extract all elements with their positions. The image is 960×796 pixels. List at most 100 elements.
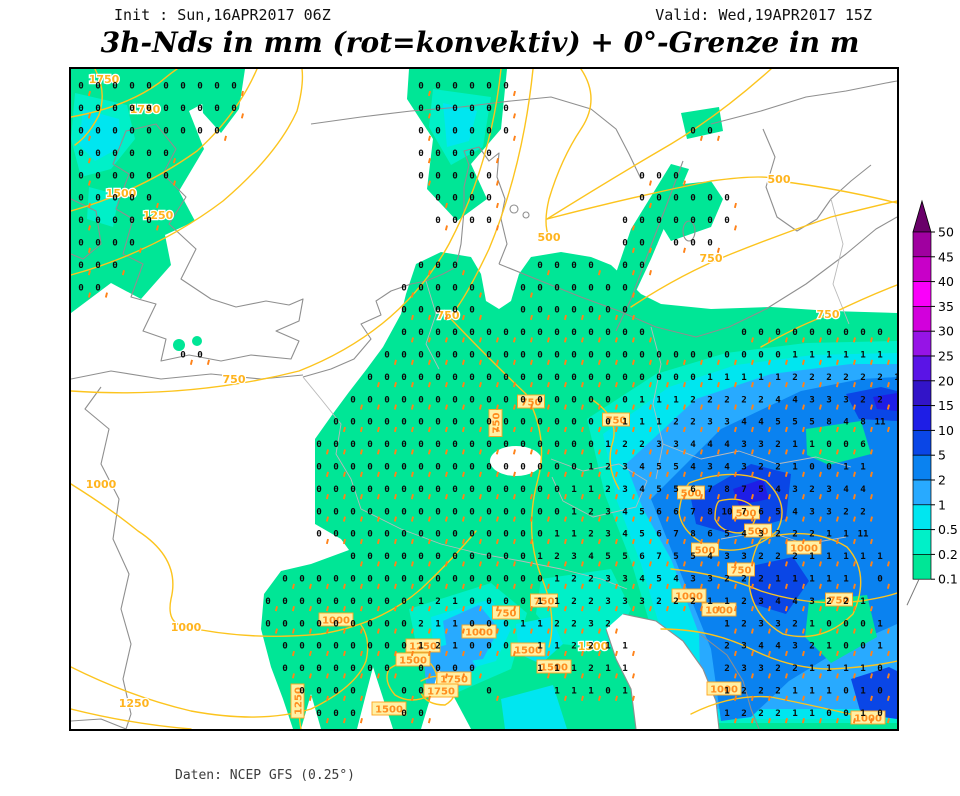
convective-mark [733, 426, 737, 433]
precip-value: 0 [486, 551, 492, 562]
convective-mark [733, 404, 737, 410]
convective-mark [614, 314, 618, 321]
convective-mark [818, 471, 822, 477]
italy-west-coast [622, 613, 720, 729]
legend-cell [912, 529, 932, 555]
precip-value: 0 [486, 417, 492, 428]
convective-mark [733, 382, 737, 388]
convective-mark [325, 606, 329, 612]
convective-mark [512, 426, 516, 433]
precip-value: 1 [860, 551, 866, 562]
precip-value: 0 [724, 215, 730, 226]
convective-mark [597, 359, 601, 365]
svg-text:750: 750 [606, 416, 627, 427]
precip-value: 2 [741, 574, 747, 585]
precip-value: 0 [350, 462, 356, 473]
precip-value: 2 [792, 663, 798, 674]
convective-mark [427, 628, 431, 634]
precip-value: 3 [673, 439, 679, 450]
precip-value: 3 [605, 574, 611, 585]
precip-value: 0 [486, 596, 492, 607]
convective-mark [563, 494, 567, 500]
convective-mark [359, 471, 363, 477]
precip-value: 3 [741, 462, 747, 473]
convective-mark [699, 426, 703, 433]
convective-mark [648, 270, 652, 276]
convective-mark [495, 225, 499, 231]
precip-value: 3 [792, 641, 798, 652]
precip-value: 0 [877, 663, 883, 674]
contour-label: 750 [435, 308, 461, 324]
precip-value: 2 [792, 551, 798, 562]
convective-mark [597, 337, 601, 343]
precip-value: 0 [384, 596, 390, 607]
precip-value: 2 [588, 641, 594, 652]
precip-value: 0 [452, 394, 458, 405]
convective-mark [733, 673, 737, 679]
precip-value: 4 [724, 462, 730, 473]
convective-mark [427, 270, 431, 276]
legend-cell [912, 405, 932, 431]
precip-value: 1 [554, 529, 560, 540]
convective-mark [869, 561, 873, 567]
precip-value: 0 [401, 327, 407, 338]
svg-text:1000: 1000 [675, 592, 703, 603]
convective-mark [461, 426, 465, 433]
convective-mark [835, 337, 839, 343]
convective-mark [631, 449, 635, 455]
convective-mark [206, 359, 210, 365]
precip-value: 2 [792, 618, 798, 629]
precip-value: 0 [112, 81, 118, 92]
convective-mark [444, 202, 448, 209]
convective-mark [512, 650, 516, 657]
precip-value: 0 [554, 372, 560, 383]
svg-text:1750: 1750 [130, 103, 161, 116]
convective-mark [512, 516, 516, 522]
legend-cell [912, 306, 932, 332]
convective-mark [767, 426, 771, 433]
precip-value: 0 [350, 641, 356, 652]
convective-mark [291, 628, 295, 634]
legend-tick-label: 0.2 [938, 547, 958, 562]
precip-value: 0 [333, 574, 339, 585]
convective-mark [393, 516, 397, 522]
convective-mark [478, 292, 482, 298]
gotland-island [682, 220, 696, 242]
precip-value: 3 [792, 484, 798, 495]
precip-value: 2 [843, 506, 849, 517]
precip-value: 0 [384, 641, 390, 652]
convective-mark [716, 494, 720, 500]
precip-value: 0 [384, 484, 390, 495]
ireland-coast [71, 198, 102, 260]
convective-mark [733, 538, 737, 545]
precip-value: 0 [299, 686, 305, 697]
convective-mark [614, 516, 618, 522]
convective-mark [597, 426, 601, 433]
convective-mark [478, 314, 482, 321]
convective-mark [716, 516, 720, 522]
precip-value: 0 [163, 148, 169, 159]
precip-value: 1 [809, 663, 815, 674]
precip-value: 7 [690, 506, 696, 517]
convective-mark [393, 426, 397, 433]
convective-mark [801, 561, 805, 567]
convective-mark [835, 650, 839, 657]
precip-value: 0 [826, 708, 832, 719]
convective-mark [648, 337, 652, 343]
precip-value: 5 [639, 506, 645, 517]
convective-mark [682, 471, 686, 477]
convective-mark [444, 494, 448, 500]
precip-value: 0 [452, 417, 458, 428]
precip-value: 0 [95, 260, 101, 271]
precip-value: 0 [554, 394, 560, 405]
precip-value: 0 [486, 439, 492, 450]
contour-label: 1250 [405, 638, 441, 653]
convective-mark [818, 494, 822, 500]
precip-value: 0 [265, 596, 271, 607]
precip-value: 0 [78, 238, 84, 249]
precip-value: 0 [163, 103, 169, 114]
convective-mark [461, 270, 465, 276]
precip-value: 0 [180, 350, 186, 361]
precip-value: 5 [775, 506, 781, 517]
precip-value: 1 [724, 372, 730, 383]
